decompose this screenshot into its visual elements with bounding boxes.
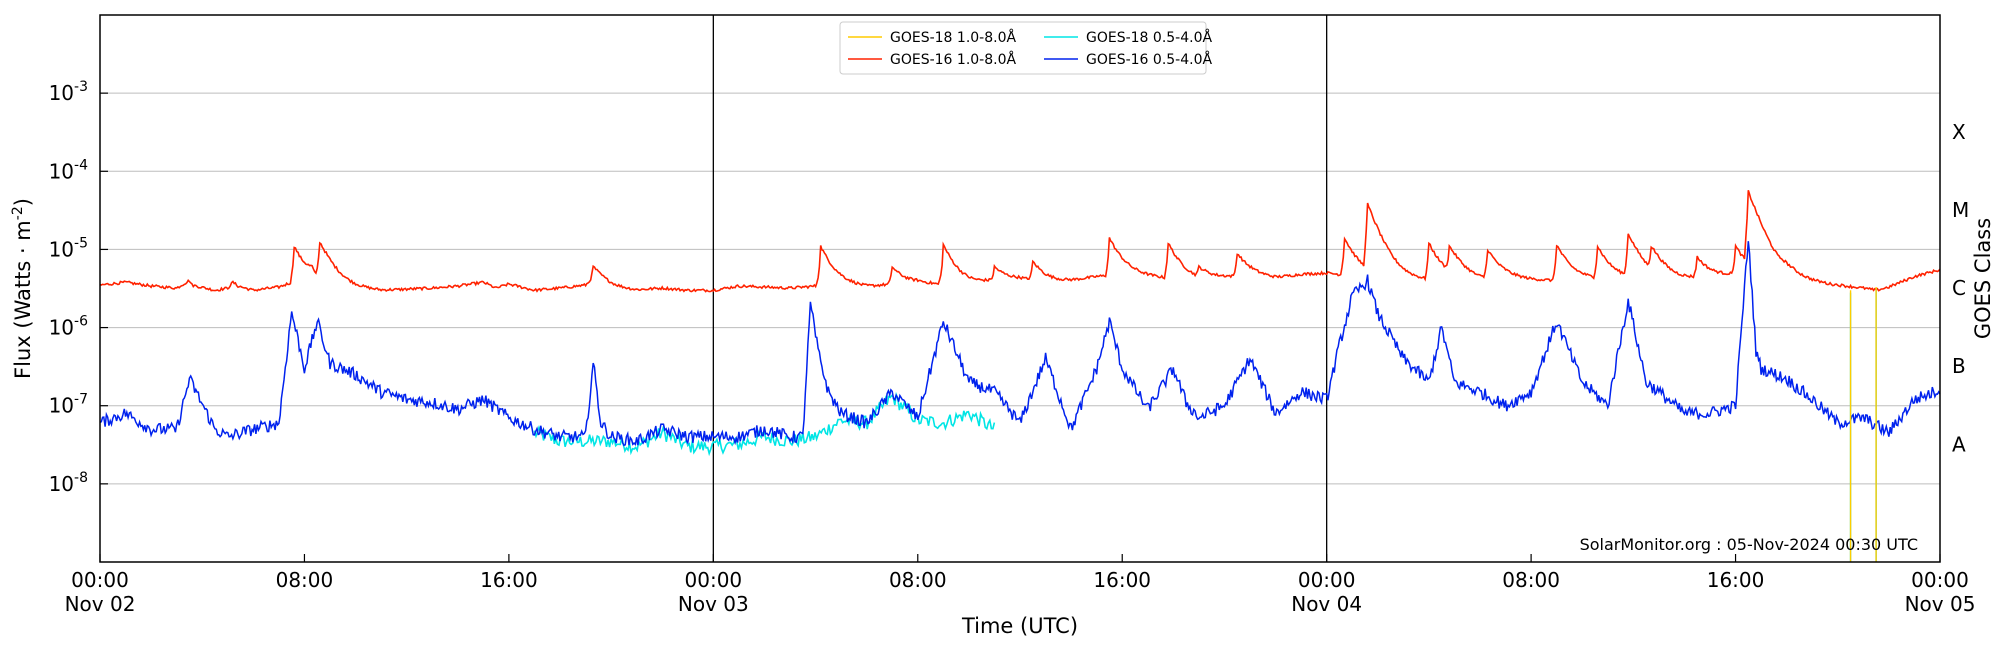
legend-label: GOES-18 0.5-4.0Å [1086, 29, 1212, 46]
legend-box [839, 21, 1207, 75]
y-tick-exponent: -4 [74, 157, 88, 173]
y-tick-base: 10 [49, 159, 74, 183]
y-tick-label: 10-3 [49, 79, 88, 105]
goes-class-label: C [1952, 276, 1966, 300]
y-axis-title-close: ) [11, 198, 35, 206]
x-axis-title: Time (UTC) [961, 614, 1078, 638]
right-axis-title: GOES Class [1971, 218, 1995, 339]
y-axis-title: Flux (Watts · m-2) [10, 198, 35, 379]
y-tick-exponent: -3 [74, 79, 88, 95]
x-tick-time: 16:00 [480, 568, 538, 592]
goes-class-labels: A B C M X [1952, 120, 1969, 457]
x-tick-time: 16:00 [1707, 568, 1765, 592]
y-tick-label: 10-6 [49, 314, 89, 340]
x-tick-date: Nov 03 [678, 592, 749, 616]
y-tick-label: 10-7 [49, 392, 88, 418]
goes-class-label: B [1952, 354, 1966, 378]
y-tick-base: 10 [49, 472, 74, 496]
y-tick-base: 10 [49, 237, 74, 261]
day-boundary-lines [712, 15, 1328, 562]
grid-lines [100, 92, 1940, 485]
y-tick-base: 10 [49, 81, 74, 105]
goes-class-label: M [1952, 198, 1969, 222]
x-tick-time: 16:00 [1093, 568, 1151, 592]
x-tick-time: 08:00 [889, 568, 947, 592]
goes-class-label: X [1952, 120, 1966, 144]
credit-text: SolarMonitor.org : 05-Nov-2024 00:30 UTC [1580, 535, 1918, 554]
legend: GOES-18 1.0-8.0Å GOES-18 0.5-4.0Å GOES-16 … [839, 21, 1212, 75]
y-tick-base: 10 [49, 316, 74, 340]
y-tick-exponent: -7 [74, 392, 88, 408]
y-tick-label: 10-5 [49, 235, 88, 261]
x-tick-date: Nov 02 [65, 592, 136, 616]
y-tick-base: 10 [49, 394, 74, 418]
legend-label: GOES-18 1.0-8.0Å [890, 29, 1016, 46]
y-axis-title-text: Flux (Watts · m [11, 220, 35, 379]
x-tick-time: 00:00 [71, 568, 129, 592]
y-tick-exponent: -8 [74, 470, 88, 486]
y-tick-label: 10-4 [49, 157, 89, 183]
x-tick-time: 00:00 [1911, 568, 1969, 592]
x-tick-time: 00:00 [1298, 568, 1356, 592]
y-axis-title-sup: -2 [10, 206, 26, 220]
legend-label: GOES-16 1.0-8.0Å [890, 51, 1016, 68]
y-tick-label: 10-8 [49, 470, 88, 496]
y-axis-ticks: 10-810-710-610-510-410-3 [49, 79, 108, 496]
series-line-goes16-long [99, 190, 1941, 293]
y-tick-exponent: -5 [74, 235, 88, 251]
x-tick-date: Nov 05 [1905, 592, 1976, 616]
series-lines [99, 190, 1941, 562]
goes-class-label: A [1952, 432, 1966, 456]
x-tick-date: Nov 04 [1291, 592, 1362, 616]
y-tick-exponent: -6 [74, 314, 88, 330]
series-line-goes16-short [99, 241, 1941, 447]
plot-frame [99, 14, 1941, 563]
x-tick-time: 08:00 [276, 568, 334, 592]
x-tick-time: 08:00 [1502, 568, 1560, 592]
legend-label: GOES-16 0.5-4.0Å [1086, 51, 1212, 68]
x-tick-time: 00:00 [685, 568, 743, 592]
